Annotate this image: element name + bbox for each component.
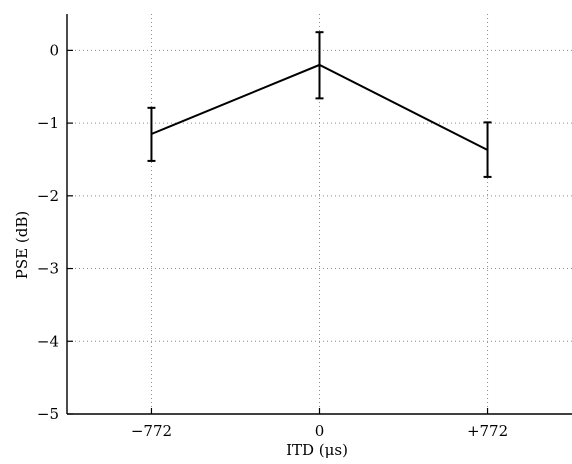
- y-axis-label: PSE (dB): [13, 211, 31, 279]
- y-tick-label: −1: [37, 114, 59, 132]
- y-tick-label: 0: [49, 41, 59, 59]
- axes-layer: 0 −1 −2 −3 −4 −5 −772 0 +772: [37, 14, 572, 440]
- x-tick-label: −772: [131, 422, 172, 440]
- y-tick-label: −5: [37, 405, 59, 423]
- x-axis-label: ITD (μs): [286, 441, 348, 459]
- x-tick-label: 0: [315, 422, 325, 440]
- y-tick-label: −4: [37, 332, 59, 350]
- x-tick-label: +772: [467, 422, 508, 440]
- labels-layer: ITD (μs) PSE (dB): [13, 211, 348, 459]
- y-tick-label: −3: [37, 260, 59, 278]
- data-layer: [147, 32, 491, 177]
- y-tick-label: −2: [37, 187, 59, 205]
